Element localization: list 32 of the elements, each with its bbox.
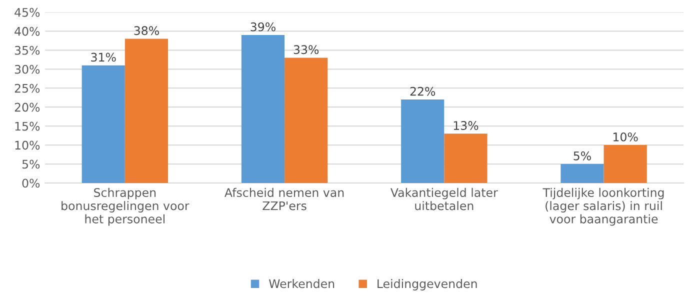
data-label: 13% <box>454 121 478 130</box>
y-tick-label: 20% <box>14 102 40 112</box>
bar <box>241 34 285 183</box>
data-label: 5% <box>574 151 591 160</box>
y-tick-label: 5% <box>22 160 40 169</box>
data-label: 31% <box>91 52 116 62</box>
y-tick-label: 15% <box>15 122 40 131</box>
data-label: 38% <box>134 26 159 36</box>
bar <box>560 164 604 183</box>
y-tick-label: 45% <box>14 8 40 17</box>
data-label: 10% <box>614 132 638 142</box>
y-tick-label: 0% <box>22 178 40 188</box>
x-tick-label: Schrappen bonusregelingen voor het personeel <box>62 188 190 226</box>
x-tick-label: Tijdelijke loonkorting (lager salaris) in ruil voor baangarantie <box>542 188 664 226</box>
bar <box>401 100 444 183</box>
x-tick-label: Afscheid nemen van ZZP'ers <box>224 188 344 210</box>
data-label: 39% <box>250 22 276 32</box>
y-tick-label: 10% <box>15 140 40 150</box>
data-label: 33% <box>294 45 319 54</box>
y-tick-label: 40% <box>14 26 40 36</box>
data-label: 22% <box>410 86 436 96</box>
bar <box>82 65 125 183</box>
bar <box>604 145 647 183</box>
y-tick-label: 30% <box>14 64 40 74</box>
bar <box>284 58 328 183</box>
x-tick-label: Vakantiegeld later uitbetalen <box>390 188 498 210</box>
y-tick-label: 25% <box>14 84 40 93</box>
y-tick-label: 35% <box>14 46 40 55</box>
legend-label: Leidinggevenden <box>378 279 477 290</box>
bar <box>444 134 488 183</box>
bar <box>124 38 168 183</box>
legend-label: Werkenden <box>268 279 334 288</box>
